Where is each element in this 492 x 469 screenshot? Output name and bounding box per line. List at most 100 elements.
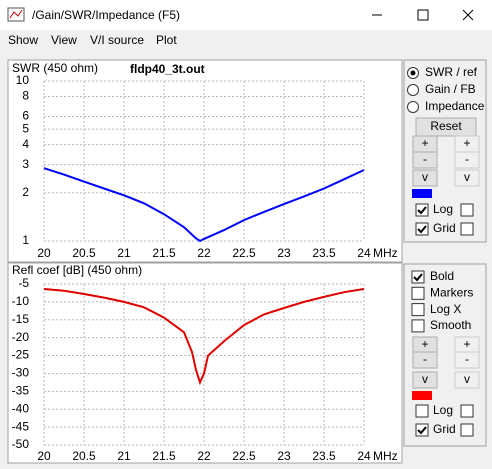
radio-label: Impedance	[425, 99, 485, 113]
step-button-label: +	[463, 136, 470, 150]
checkbox[interactable]	[415, 423, 429, 437]
step-button-label: +	[421, 337, 428, 351]
y-tick-label: -30	[12, 366, 30, 380]
x-tick-label: 24	[357, 449, 371, 463]
step-button[interactable]	[412, 169, 438, 187]
x-tick-label: 20	[37, 449, 51, 463]
y-tick-label: -50	[12, 437, 30, 451]
y-tick-label: 3	[22, 157, 29, 171]
step-button[interactable]	[412, 371, 438, 389]
data-line	[43, 288, 365, 386]
data-line	[43, 167, 365, 243]
y-tick-label: 5	[22, 121, 29, 135]
step-button[interactable]	[454, 169, 480, 187]
x-tick-label: 22	[197, 449, 211, 463]
y-tick-label: -40	[12, 401, 30, 415]
step-button[interactable]	[454, 371, 480, 389]
x-tick-label: 20	[37, 246, 51, 260]
checkbox[interactable]	[415, 222, 429, 236]
checkbox[interactable]	[411, 286, 425, 300]
step-button[interactable]	[454, 351, 480, 369]
x-tick-label: 24	[357, 246, 371, 260]
step-button-label: v	[464, 170, 470, 184]
check-mark	[413, 273, 423, 282]
checkbox[interactable]	[460, 404, 474, 418]
x-tick-label: 22	[197, 246, 211, 260]
checkbox[interactable]	[460, 203, 474, 217]
step-button-label: +	[463, 337, 470, 351]
x-tick-label: 23.5	[312, 246, 336, 260]
x-tick-label: 21	[117, 449, 131, 463]
maximize-button[interactable]	[417, 9, 429, 21]
y-tick-label: -15	[12, 312, 30, 326]
step-button-label: -	[465, 352, 469, 366]
step-button[interactable]	[454, 151, 480, 169]
y-tick-label: 2	[22, 185, 29, 199]
window-title: /Gain/SWR/Impedance (F5)	[32, 8, 180, 22]
checkbox-label: Markers	[430, 285, 473, 299]
y-tick-label: 8	[22, 89, 29, 103]
menu-item[interactable]: Show	[8, 33, 38, 47]
y-tick-label: -35	[12, 384, 30, 398]
y-tick-label: 1	[22, 233, 29, 247]
reset-button-label: Reset	[430, 119, 462, 133]
x-unit-label: MHz	[373, 246, 398, 260]
step-button-label: -	[423, 352, 427, 366]
checkbox-label: Log	[433, 403, 453, 417]
y-axis-label: Refl coef [dB] (450 ohm)	[12, 263, 142, 277]
step-button[interactable]	[412, 151, 438, 169]
app-icon	[7, 7, 25, 22]
x-tick-label: 20.5	[72, 246, 96, 260]
x-tick-label: 23	[277, 449, 291, 463]
y-tick-label: -20	[12, 330, 30, 344]
checkbox[interactable]	[460, 222, 474, 236]
check-mark	[417, 225, 427, 234]
y-tick-label: 4	[22, 137, 29, 151]
x-tick-label: 23	[277, 246, 291, 260]
y-tick-label: -25	[12, 348, 30, 362]
checkbox-label: Log X	[430, 302, 461, 316]
check-mark	[417, 426, 427, 435]
color-swatch[interactable]	[412, 391, 432, 400]
checkbox[interactable]	[415, 203, 429, 217]
close-button[interactable]	[462, 9, 474, 21]
x-unit-label: MHz	[373, 449, 398, 463]
color-swatch[interactable]	[412, 189, 432, 198]
reset-button[interactable]	[415, 117, 477, 137]
chart-panel	[7, 59, 403, 263]
checkbox[interactable]	[460, 423, 474, 437]
step-button-label: +	[421, 136, 428, 150]
menu-item[interactable]: View	[51, 33, 77, 47]
step-button[interactable]	[412, 351, 438, 369]
check-mark	[417, 206, 427, 215]
checkbox[interactable]	[411, 319, 425, 333]
radio-button[interactable]	[407, 84, 419, 96]
checkbox[interactable]	[411, 270, 425, 284]
step-button-label: v	[422, 372, 428, 386]
chart-title: fldp40_3t.out	[130, 62, 205, 76]
radio-label: Gain / FB	[425, 82, 476, 96]
title-bar	[0, 0, 492, 30]
x-tick-label: 23.5	[312, 449, 336, 463]
x-tick-label: 21	[117, 246, 131, 260]
x-tick-label: 20.5	[72, 449, 96, 463]
y-tick-label: 6	[22, 109, 29, 123]
checkbox-label: Smooth	[430, 318, 471, 332]
menu-item[interactable]: V/I source	[90, 33, 144, 47]
radio-dot	[410, 70, 416, 76]
y-tick-label: -5	[18, 276, 29, 290]
menu-item[interactable]: Plot	[156, 33, 177, 47]
x-tick-label: 22.5	[232, 246, 256, 260]
y-tick-label: -10	[12, 294, 30, 308]
radio-button[interactable]	[407, 101, 419, 113]
step-button-label: -	[465, 152, 469, 166]
checkbox-label: Bold	[430, 269, 454, 283]
checkbox[interactable]	[411, 303, 425, 317]
y-tick-label: -45	[12, 419, 30, 433]
step-button-label: v	[464, 372, 470, 386]
checkbox-label: Grid	[433, 422, 456, 436]
y-tick-label: 10	[16, 73, 30, 87]
checkbox-label: Log	[433, 202, 453, 216]
checkbox[interactable]	[415, 404, 429, 418]
step-button-label: v	[422, 170, 428, 184]
